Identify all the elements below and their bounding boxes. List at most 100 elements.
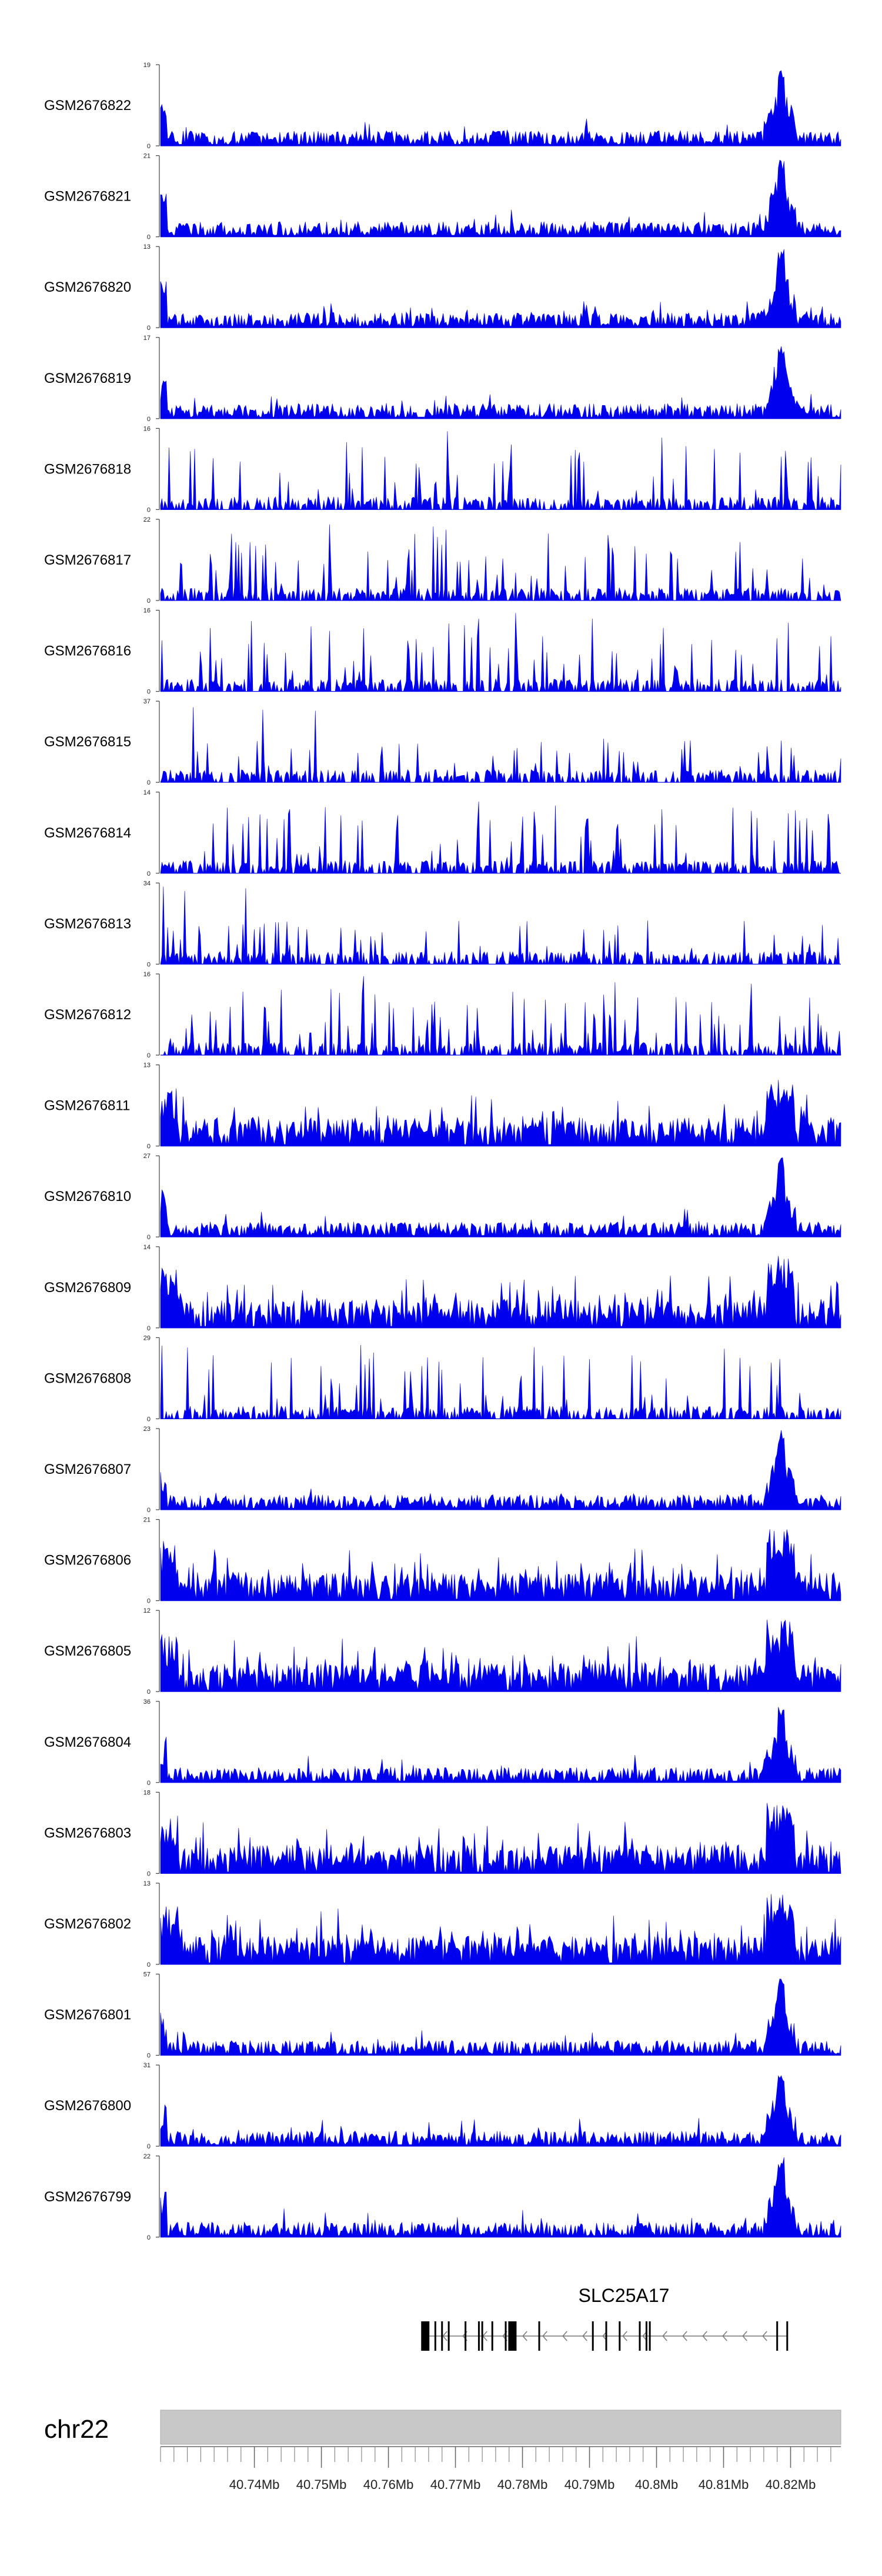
gene-exon	[605, 2321, 607, 2351]
y-axis-min-label: 0	[147, 234, 151, 241]
y-axis-min-label: 0	[147, 598, 151, 605]
strand-chevron	[682, 2331, 687, 2341]
strand-chevron	[662, 2331, 667, 2341]
strand-chevron	[702, 2331, 707, 2341]
y-axis-max-label: 21	[143, 153, 151, 160]
track-GSM2676822: GSM2676822 19 0	[44, 62, 841, 150]
chromosome-label: chr22	[44, 2415, 109, 2444]
track-label: GSM2676810	[44, 1189, 131, 1204]
track-GSM2676821: GSM2676821 21 0	[44, 153, 841, 241]
track-GSM2676810: GSM2676810 27 0	[44, 1153, 841, 1241]
track-GSM2676805: GSM2676805 12 0	[44, 1607, 841, 1696]
track-label: GSM2676813	[44, 916, 131, 932]
gene-exon	[441, 2321, 443, 2351]
coverage-area	[160, 613, 841, 692]
y-axis-max-label: 22	[143, 516, 151, 523]
y-axis-min-label: 0	[147, 143, 151, 150]
y-axis-max-label: 31	[143, 2062, 151, 2069]
track-label: GSM2676817	[44, 552, 131, 568]
track-GSM2676816: GSM2676816 16 0	[44, 608, 841, 696]
x-tick-label: 40.79Mb	[564, 2477, 615, 2492]
x-tick-label: 40.74Mb	[229, 2477, 280, 2492]
y-axis-min-label: 0	[147, 2234, 151, 2241]
y-axis-min-label: 0	[147, 1598, 151, 1605]
gene-exon	[639, 2321, 641, 2351]
x-tick-label: 40.8Mb	[635, 2477, 678, 2492]
gene-exon	[649, 2321, 651, 2351]
track-GSM2676813: GSM2676813 34 0	[44, 880, 841, 968]
gene-exon	[592, 2321, 594, 2351]
y-axis-min-label: 0	[147, 506, 151, 513]
coverage-area	[160, 346, 841, 419]
coverage-area	[160, 801, 841, 874]
track-GSM2676803: GSM2676803 18 0	[44, 1789, 841, 1877]
coverage-area	[160, 1803, 841, 1874]
y-axis-max-label: 16	[143, 608, 151, 615]
y-axis-max-label: 14	[143, 1244, 151, 1251]
y-axis-max-label: 37	[143, 698, 151, 705]
track-GSM2676815: GSM2676815 37 0	[44, 698, 841, 786]
track-label: GSM2676808	[44, 1370, 131, 1386]
strand-chevron	[762, 2331, 767, 2341]
coverage-area	[160, 159, 841, 237]
y-axis-max-label: 36	[143, 1699, 151, 1706]
gene-exon	[421, 2321, 430, 2351]
y-axis-min-label: 0	[147, 870, 151, 877]
track-label: GSM2676799	[44, 2189, 131, 2205]
strand-chevron	[622, 2331, 627, 2341]
gene-exon	[505, 2321, 507, 2351]
track-label: GSM2676800	[44, 2098, 131, 2114]
track-label: GSM2676822	[44, 98, 131, 114]
y-axis-min-label: 0	[147, 2053, 151, 2060]
y-axis-min-label: 0	[147, 961, 151, 968]
chromosome-ideogram	[160, 2410, 841, 2445]
coverage-area	[160, 707, 841, 783]
y-axis-min-label: 0	[147, 1507, 151, 1514]
y-axis-max-label: 23	[143, 1426, 151, 1433]
coverage-area	[160, 1080, 841, 1146]
y-axis-max-label: 22	[143, 2153, 151, 2160]
y-axis-min-label: 0	[147, 1416, 151, 1423]
strand-chevron	[742, 2331, 747, 2341]
strand-chevron	[562, 2331, 567, 2341]
coverage-area	[160, 1894, 841, 1965]
track-label: GSM2676804	[44, 1734, 131, 1750]
track-GSM2676809: GSM2676809 14 0	[44, 1244, 841, 1332]
y-axis-min-label: 0	[147, 1961, 151, 1968]
y-axis-min-label: 0	[147, 1780, 151, 1787]
y-axis-max-label: 12	[143, 1607, 151, 1614]
coverage-area	[160, 1157, 841, 1237]
y-axis-max-label: 18	[143, 1789, 151, 1796]
strand-chevron	[722, 2331, 727, 2341]
gene-exon	[434, 2321, 436, 2351]
track-GSM2676811: GSM2676811 13 0	[44, 1062, 841, 1150]
gene-exon	[538, 2321, 540, 2351]
y-axis-max-label: 16	[143, 971, 151, 978]
y-axis-min-label: 0	[147, 779, 151, 786]
track-label: GSM2676807	[44, 1461, 131, 1477]
y-axis-min-label: 0	[147, 1325, 151, 1332]
gene-exon	[619, 2321, 621, 2351]
strand-chevron	[582, 2331, 587, 2341]
track-GSM2676820: GSM2676820 13 0	[44, 243, 841, 332]
track-GSM2676817: GSM2676817 22 0	[44, 516, 841, 605]
y-axis-min-label: 0	[147, 1689, 151, 1696]
track-GSM2676818: GSM2676818 16 0	[44, 425, 841, 513]
coverage-area	[160, 249, 841, 328]
track-GSM2676807: GSM2676807 23 0	[44, 1426, 841, 1514]
genome-axis-track: chr22 40.74Mb 40.75Mb 40.76Mb 40.77Mb 40.78Mb…	[44, 2410, 841, 2492]
coverage-area	[160, 524, 841, 602]
y-axis-max-label: 13	[143, 1062, 151, 1069]
track-GSM2676819: GSM2676819 17 0	[44, 335, 841, 423]
y-axis-max-label: 29	[143, 1334, 151, 1342]
coverage-area	[160, 431, 841, 510]
gene-label: SLC25A17	[579, 2285, 670, 2306]
y-axis-min-label: 0	[147, 1143, 151, 1150]
track-GSM2676800: GSM2676800 31 0	[44, 2062, 841, 2150]
y-axis-max-label: 13	[143, 243, 151, 251]
track-GSM2676808: GSM2676808 29 0	[44, 1334, 841, 1423]
gene-exon	[645, 2321, 647, 2351]
track-GSM2676814: GSM2676814 14 0	[44, 789, 841, 877]
coverage-area	[160, 2075, 841, 2147]
